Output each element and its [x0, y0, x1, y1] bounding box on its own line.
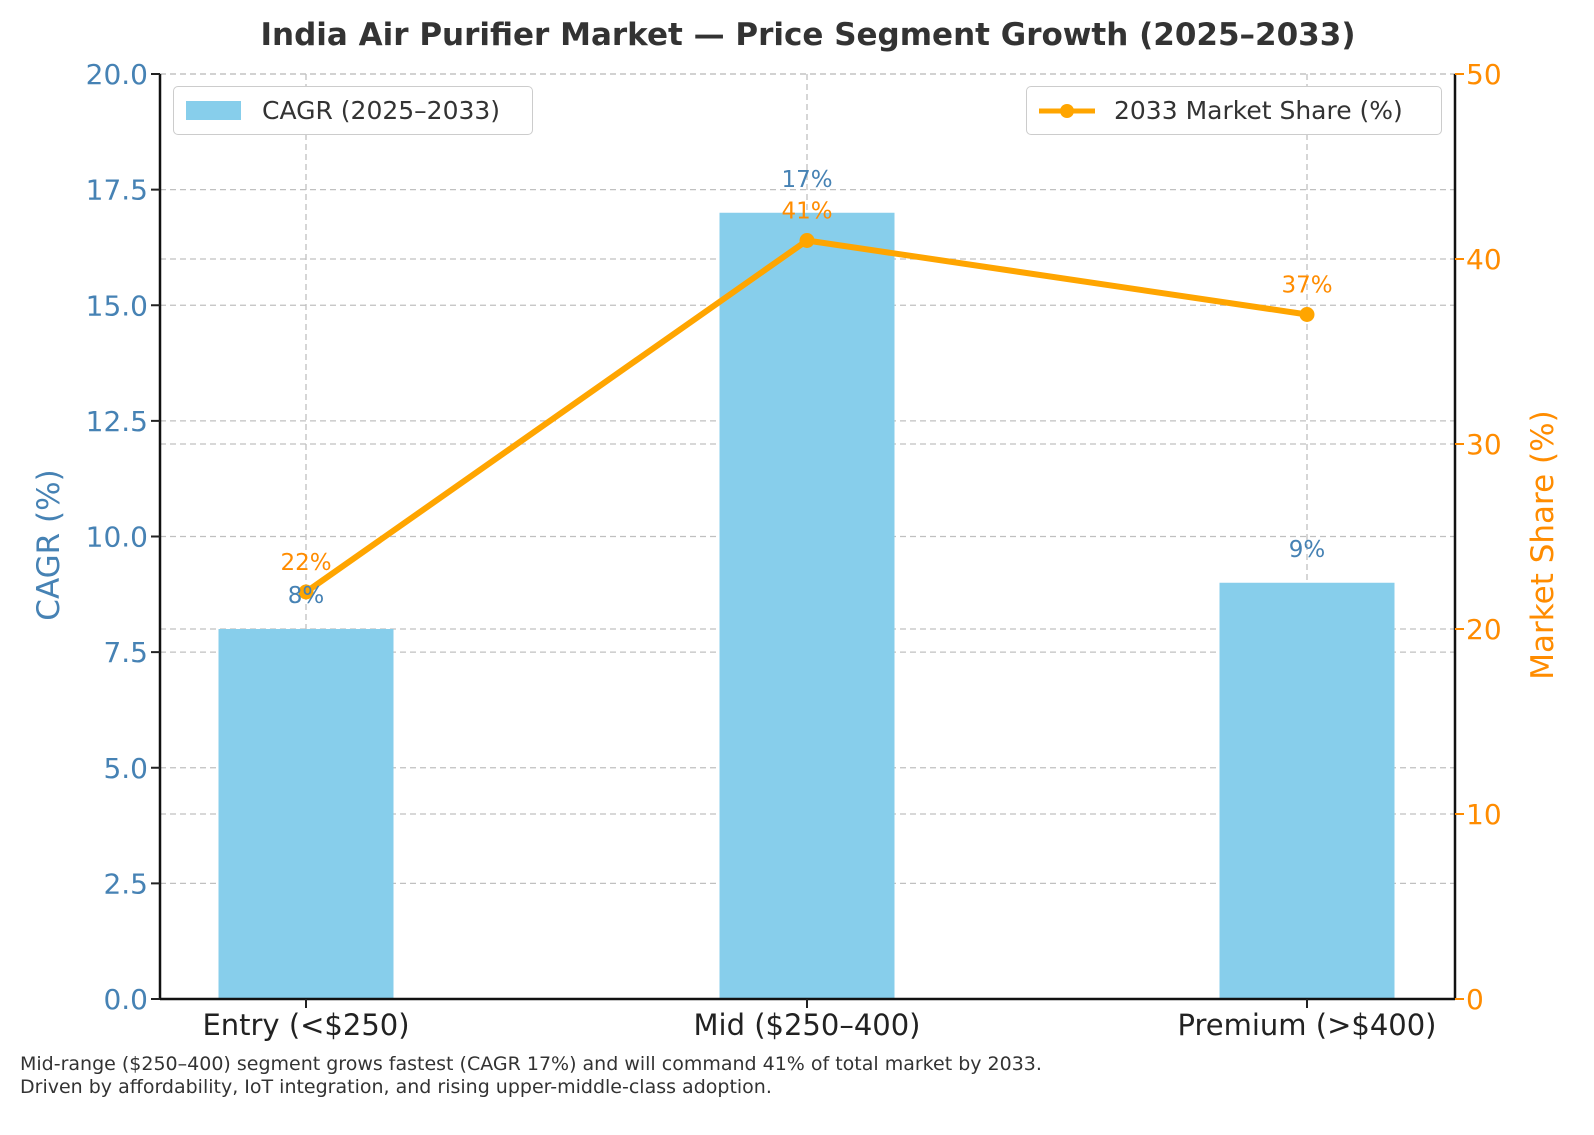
y-tick-label-left: 7.5 — [103, 636, 148, 669]
bar-data-label: 8% — [288, 583, 325, 609]
y-tick-label-left: 2.5 — [103, 867, 148, 900]
bar — [218, 629, 394, 999]
y-tick-label-right: 50 — [1466, 58, 1502, 91]
y-tick-label-right: 30 — [1466, 428, 1502, 461]
bar — [719, 212, 895, 999]
bar-data-label: 17% — [781, 167, 832, 193]
legend-label-cagr: CAGR (2025–2033) — [262, 96, 501, 125]
legend-label-market-share: 2033 Market Share (%) — [1114, 96, 1403, 125]
x-tick-label: Premium (>$400) — [1178, 1008, 1437, 1042]
y-tick-label-right: 10 — [1466, 798, 1502, 831]
line-data-label: 37% — [1281, 273, 1332, 299]
bars — [218, 212, 1395, 999]
y-tick-label-left: 20.0 — [86, 58, 148, 91]
line-data-label: 22% — [280, 550, 331, 576]
y-tick-label-right: 40 — [1466, 243, 1502, 276]
bar — [1219, 582, 1395, 999]
footnote-line-2: Driven by affordability, IoT integration… — [20, 1076, 772, 1098]
legend-swatch-cagr — [186, 101, 241, 120]
x-tick-label: Mid ($250–400) — [694, 1008, 921, 1042]
line-data-label: 41% — [781, 199, 832, 225]
line-point — [799, 233, 815, 248]
y-tick-label-left: 5.0 — [103, 752, 148, 785]
y-tick-label-left: 10.0 — [86, 521, 148, 554]
bar-data-label: 9% — [1289, 537, 1326, 563]
y-tick-label-left: 0.0 — [103, 983, 148, 1016]
y-tick-label-right: 20 — [1466, 613, 1502, 646]
y-axis-label-right: Market Share (%) — [1525, 410, 1561, 679]
legend-line-icon — [1039, 103, 1095, 118]
line-point — [1299, 307, 1315, 322]
ticks: 0.0 2.5 5.0 7.5 10.0 12.5 15.0 17.5 20.0 0 10 20 30 4… — [86, 58, 1502, 1042]
y-tick-label-left: 12.5 — [86, 405, 148, 438]
line-point — [298, 584, 314, 600]
data-labels: 8% 17% 9% 22% 41% 37% — [280, 167, 1332, 609]
y-tick-label-left: 15.0 — [86, 289, 148, 322]
legend-cagr: CAGR (2025–2033) — [173, 86, 533, 135]
y-tick-label-left: 17.5 — [86, 174, 148, 207]
footnote-line-1: Mid-range ($250–400) segment grows faste… — [20, 1053, 1042, 1075]
x-tick-label: Entry (<$250) — [202, 1008, 409, 1042]
legend-market-share: 2033 Market Share (%) — [1026, 86, 1442, 135]
y-axis-label-left: CAGR (%) — [31, 469, 67, 620]
y-tick-label-right: 0 — [1466, 983, 1484, 1016]
line-series — [298, 233, 1315, 600]
chart-title: India Air Purifier Market — Price Segmen… — [260, 17, 1355, 53]
